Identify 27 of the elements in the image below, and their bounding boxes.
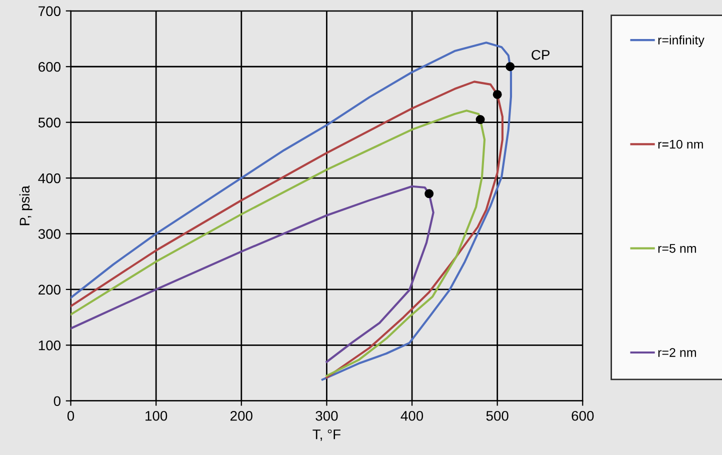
point	[476, 115, 485, 124]
x-axis-title: T, °F	[312, 429, 340, 441]
x-tick-label: 300	[316, 410, 338, 421]
x-tick-label: 200	[230, 410, 252, 421]
y-tick-label: 500	[38, 118, 60, 128]
point	[424, 189, 434, 198]
legend-label: r=5 nm	[658, 244, 696, 253]
y-tick-label: 100	[38, 340, 60, 350]
y-axis-title: P, psia	[19, 186, 32, 226]
x-tick-label: 500	[486, 410, 508, 421]
legend-label: r=2 nm	[658, 348, 696, 357]
y-tick-label: 300	[38, 229, 60, 239]
x-tick-label: 100	[146, 410, 168, 421]
y-tick-label: 600	[38, 62, 60, 72]
y-tick-label: 700	[38, 6, 60, 16]
annotation: CP	[532, 50, 550, 60]
y-tick-label: 200	[38, 284, 60, 295]
point	[492, 90, 502, 99]
line-series	[70, 185, 434, 363]
y-tick-label: 0	[54, 396, 60, 406]
legend-label: r=infinity	[658, 35, 704, 47]
point	[506, 62, 515, 72]
x-tick-label: 600	[572, 410, 594, 421]
y-tick-label: 400	[38, 173, 60, 184]
x-tick-label: 400	[400, 410, 424, 421]
legend-label: r=10 nm	[658, 140, 703, 149]
x-tick-label: 0	[67, 410, 74, 421]
